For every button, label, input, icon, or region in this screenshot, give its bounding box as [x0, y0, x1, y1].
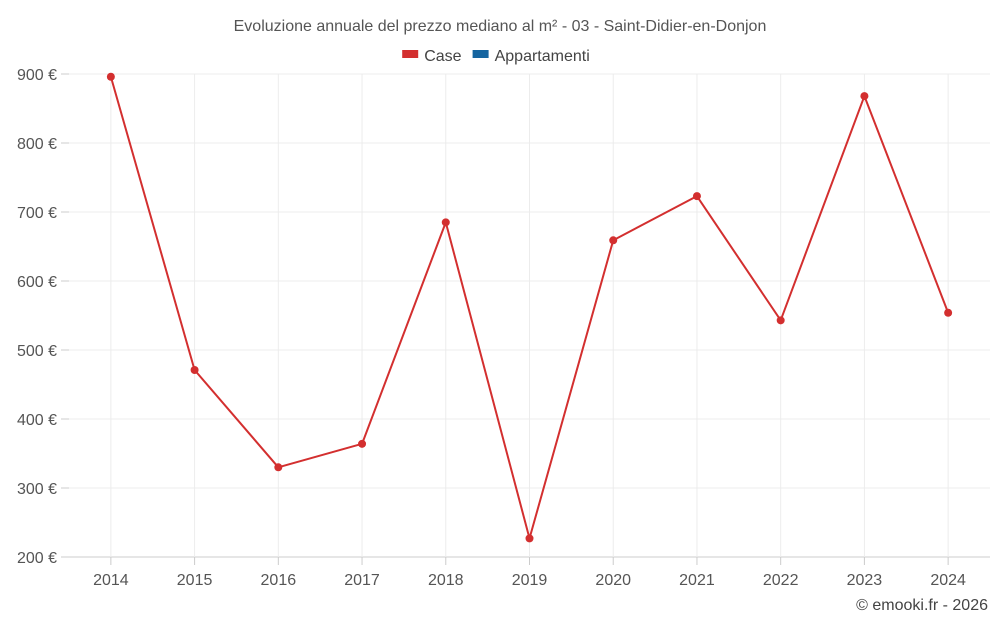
- x-tick-label: 2016: [261, 572, 297, 589]
- chart-title: Evoluzione annuale del prezzo mediano al…: [234, 18, 767, 35]
- data-point[interactable]: [609, 236, 618, 245]
- data-point[interactable]: [190, 366, 199, 375]
- legend-item-appartamenti[interactable]: Appartamenti: [472, 48, 590, 65]
- y-tick-label: 300 €: [17, 481, 57, 498]
- x-tick-label: 2024: [930, 572, 966, 589]
- y-tick-label: 400 €: [17, 412, 57, 429]
- x-tick-label: 2021: [679, 572, 715, 589]
- legend-swatch: [472, 50, 489, 58]
- y-tick-label: 700 €: [17, 205, 57, 222]
- data-point[interactable]: [106, 72, 115, 81]
- credit-text: © emooki.fr - 2026: [856, 597, 988, 614]
- series-layer: [106, 72, 953, 543]
- data-point[interactable]: [776, 316, 785, 325]
- axes: 200 € 300 € 400 € 500 € 600 € 700 € 800 € 900 €…: [17, 67, 966, 589]
- legend-label: Case: [424, 48, 461, 65]
- data-point[interactable]: [525, 534, 534, 543]
- y-tick-label: 500 €: [17, 343, 57, 360]
- x-tick-label: 2022: [763, 572, 799, 589]
- y-tick-label: 600 €: [17, 274, 57, 291]
- data-point[interactable]: [358, 439, 367, 448]
- grid: [69, 73, 990, 558]
- data-point[interactable]: [692, 192, 701, 201]
- y-tick-label: 800 €: [17, 136, 57, 153]
- legend-swatch: [402, 50, 419, 58]
- x-tick-label: 2023: [847, 572, 883, 589]
- x-tick-label: 2018: [428, 572, 464, 589]
- data-point[interactable]: [860, 92, 869, 101]
- x-tick-label: 2015: [177, 572, 213, 589]
- x-tick-label: 2019: [512, 572, 548, 589]
- x-tick-label: 2020: [595, 572, 631, 589]
- data-point[interactable]: [274, 463, 283, 472]
- x-tick-label: 2014: [93, 572, 129, 589]
- legend[interactable]: Case Appartamenti: [402, 48, 590, 65]
- legend-label: Appartamenti: [495, 48, 590, 65]
- data-point[interactable]: [944, 308, 953, 317]
- legend-item-case[interactable]: Case: [402, 48, 462, 65]
- x-tick-label: 2017: [344, 572, 380, 589]
- data-point[interactable]: [441, 218, 450, 227]
- y-tick-label: 200 €: [17, 550, 57, 567]
- y-tick-label: 900 €: [17, 67, 57, 84]
